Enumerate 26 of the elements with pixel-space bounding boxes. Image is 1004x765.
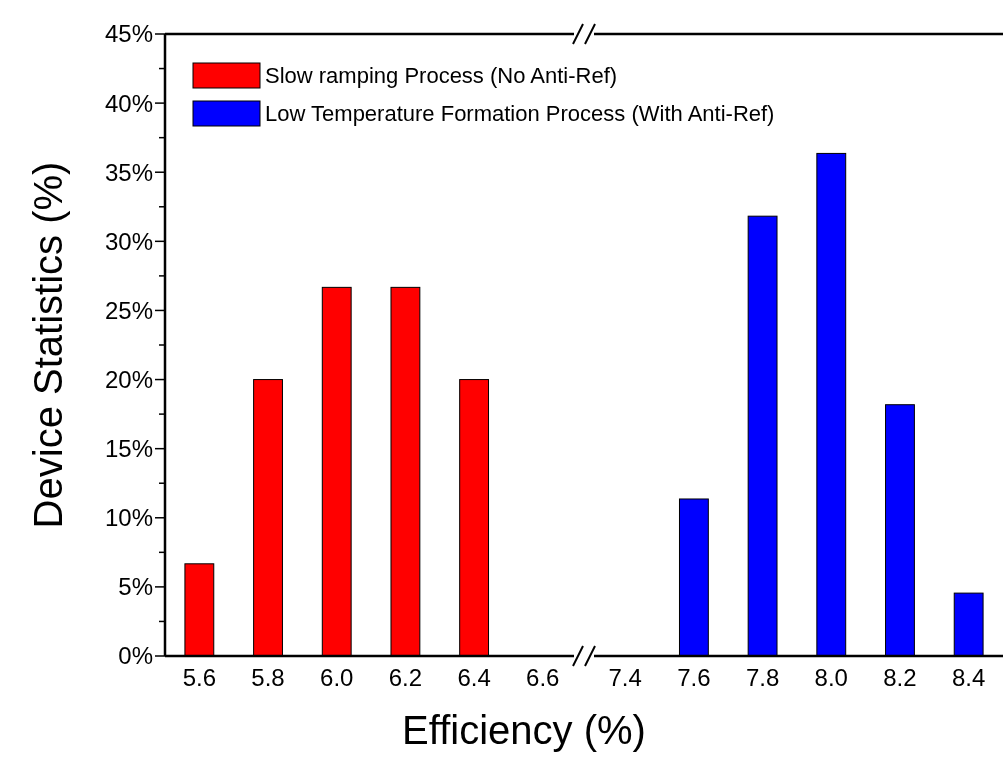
x-tick-label: 8.0 bbox=[814, 664, 848, 691]
x-tick-label: 7.4 bbox=[608, 664, 642, 691]
y-tick-label: 10% bbox=[104, 504, 153, 532]
x-axis-title: Efficiency (%) bbox=[402, 708, 646, 752]
x-tick-label: 8.4 bbox=[951, 664, 986, 691]
legend-label: Low Temperature Formation Process (With Anti-Ref) bbox=[265, 101, 775, 127]
x-tick-label: 8.2 bbox=[883, 664, 917, 691]
y-tick-label: 25% bbox=[104, 296, 153, 324]
y-tick-label: 15% bbox=[104, 435, 153, 463]
x-tick-label: 6.0 bbox=[320, 664, 354, 691]
x-tick-label: 6.2 bbox=[388, 664, 423, 691]
x-tick-label: 7.6 bbox=[677, 664, 711, 691]
x-tick-label: 5.6 bbox=[182, 664, 217, 691]
y-tick-label: 40% bbox=[104, 89, 153, 117]
x-tick-label: 6.6 bbox=[526, 664, 560, 691]
x-tick-label: 7.8 bbox=[745, 664, 780, 691]
y-tick-label: 20% bbox=[104, 365, 153, 393]
x-tick-label: 5.8 bbox=[251, 664, 285, 691]
legend-label: Slow ramping Process (No Anti-Ref) bbox=[265, 63, 618, 89]
y-axis-title: Device Statistics (%) bbox=[26, 161, 70, 529]
y-tick-label: 45% bbox=[104, 20, 153, 48]
x-tick-label: 6.4 bbox=[457, 664, 491, 691]
y-tick-label: 0% bbox=[118, 642, 153, 670]
y-tick-label: 5% bbox=[118, 573, 153, 601]
y-tick-label: 30% bbox=[104, 227, 153, 255]
y-tick-label: 35% bbox=[104, 158, 153, 186]
